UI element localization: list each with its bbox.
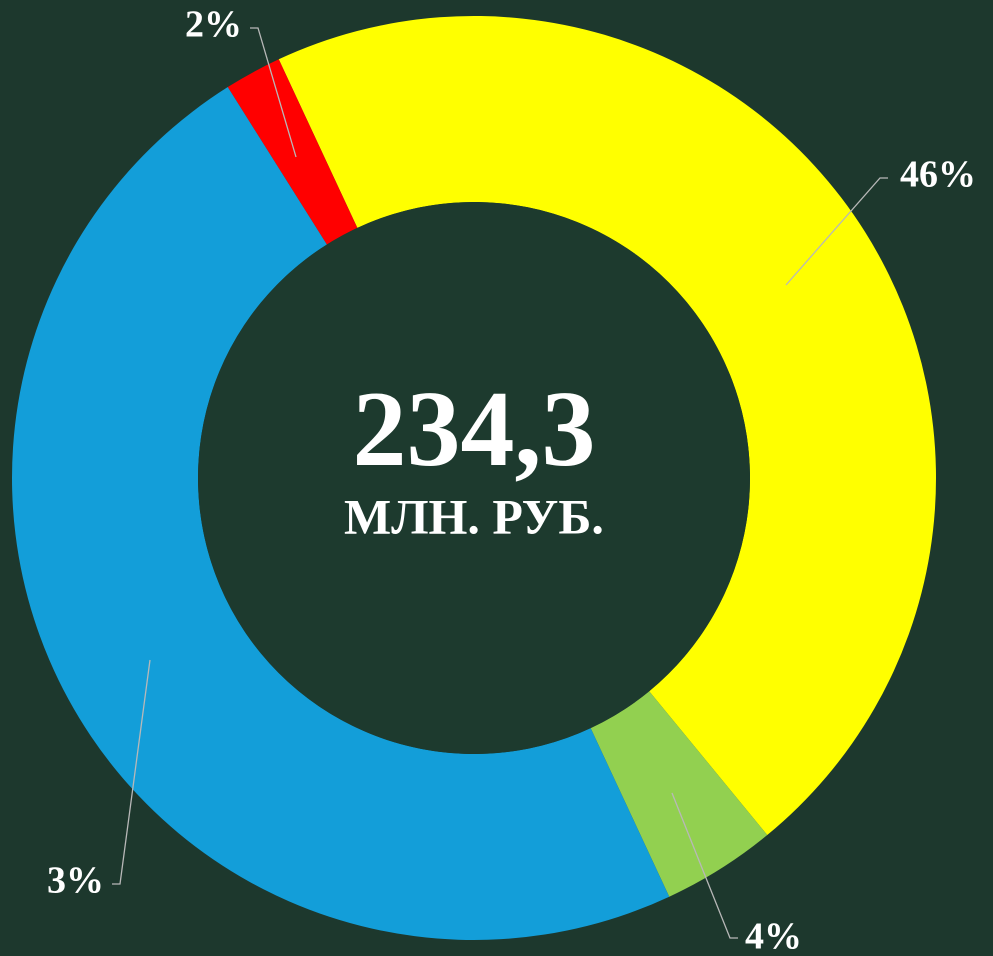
slice [590, 691, 768, 897]
data-label: 4% [745, 916, 802, 956]
slice [227, 59, 358, 245]
leader-line [671, 792, 738, 939]
leader-line [250, 27, 297, 158]
leader-line [112, 659, 151, 885]
center-value: 234,3 [353, 370, 596, 489]
slice [12, 87, 670, 940]
slice [278, 16, 936, 836]
data-label: 46% [900, 154, 976, 196]
leader-line [785, 177, 888, 286]
donut-hole [198, 202, 750, 754]
data-label: 2% [185, 4, 242, 46]
center-unit: МЛН. РУБ. [344, 488, 604, 544]
data-label: 3% [47, 860, 104, 902]
